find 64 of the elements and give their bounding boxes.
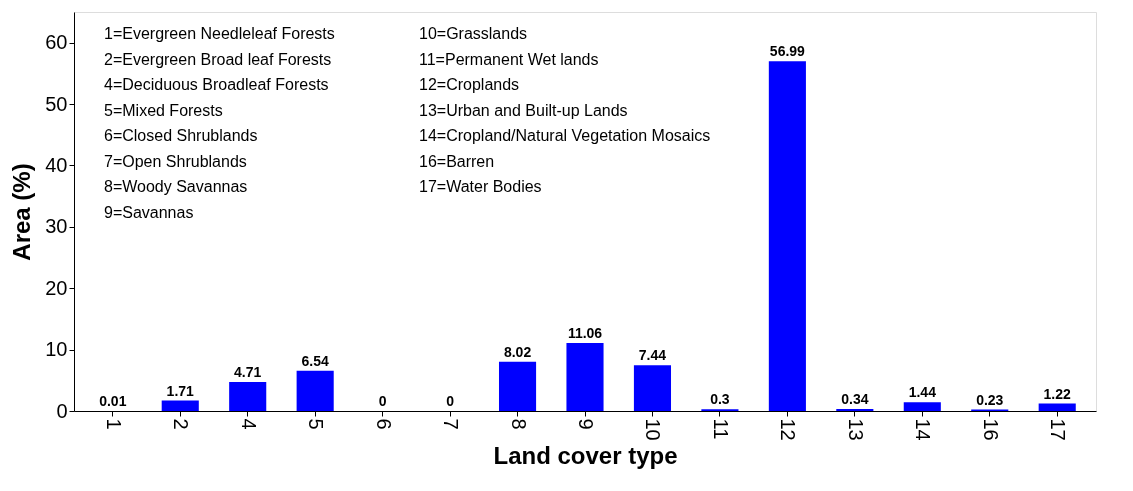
annotation: 6=Closed Shrublands [104,127,258,144]
bar [161,400,199,411]
data-label: 56.99 [769,43,806,60]
annotation: 8=Woody Savannas [104,178,248,195]
y-axis-title: Area (%) [8,163,36,261]
data-label: 0.34 [841,390,869,407]
data-label: 1.22 [1043,385,1072,402]
annotation: 10=Grasslands [419,25,528,42]
x-tick-label: 12 [777,418,800,441]
annotation: 14=Cropland/Natural Vegetation Mosaics [419,127,711,144]
data-label: 4.71 [234,364,262,381]
x-tick-label: 10 [642,418,665,441]
annotation: 9=Savannas [104,203,194,221]
y-tick-label: 20 [45,276,68,299]
bar [229,382,267,411]
x-tick-label: 1 [102,418,125,430]
data-label: 6.54 [301,352,329,369]
x-tick-label: 2 [170,418,193,430]
bar [1038,403,1076,411]
x-tick-label: 11 [709,418,732,440]
x-axis-title: Land cover type [493,441,678,469]
y-tick-label: 0 [56,399,68,422]
annotation: 17=Water Bodies [419,178,542,195]
data-label: 0 [378,393,387,409]
y-tick-label: 10 [45,338,68,361]
data-label: 8.02 [503,343,532,360]
bar [633,365,672,411]
annotation: 13=Urban and Built-up Lands [419,101,628,119]
x-tick-label: 4 [237,418,260,430]
data-label: 7.44 [638,347,667,364]
bar [566,343,604,411]
data-label: 0 [446,393,455,409]
data-label: 0.23 [976,391,1004,408]
x-tick-label: 13 [844,418,867,441]
bar [903,402,941,411]
x-tick-label: 6 [372,418,395,430]
bar [836,408,874,411]
annotation: 1=Evergreen Needleleaf Forests [104,25,335,42]
y-tick-label: 30 [45,215,68,238]
bar [498,361,537,411]
x-tick-label: 7 [440,418,463,430]
y-tick-label: 60 [45,31,68,54]
annotation: 12=Croplands [419,76,520,93]
data-label: 1.71 [166,382,195,399]
annotation: 5=Mixed Forests [104,101,223,119]
annotation: 16=Barren [419,152,495,170]
x-tick-label: 16 [979,418,1002,441]
x-tick-label: 9 [575,418,597,430]
annotation: 2=Evergreen Broad leaf Forests [104,50,332,68]
x-tick-label: 8 [507,418,530,430]
x-tick-label: 5 [305,418,328,430]
data-label: 1.44 [908,384,937,401]
bar [296,370,334,411]
data-label: 11.06 [567,325,603,342]
annotation: 11=Permanent Wet lands [419,50,599,68]
data-label: 0.3 [710,391,730,408]
y-tick-label: 40 [45,153,68,176]
x-tick-label: 14 [912,418,935,441]
x-tick-label: 17 [1047,418,1070,441]
data-label: 0.01 [99,392,127,409]
y-tick-label: 50 [45,92,68,115]
annotation: 7=Open Shrublands [104,152,247,170]
bar [768,61,806,411]
annotation: 4=Deciduous Broadleaf Forests [104,76,329,93]
